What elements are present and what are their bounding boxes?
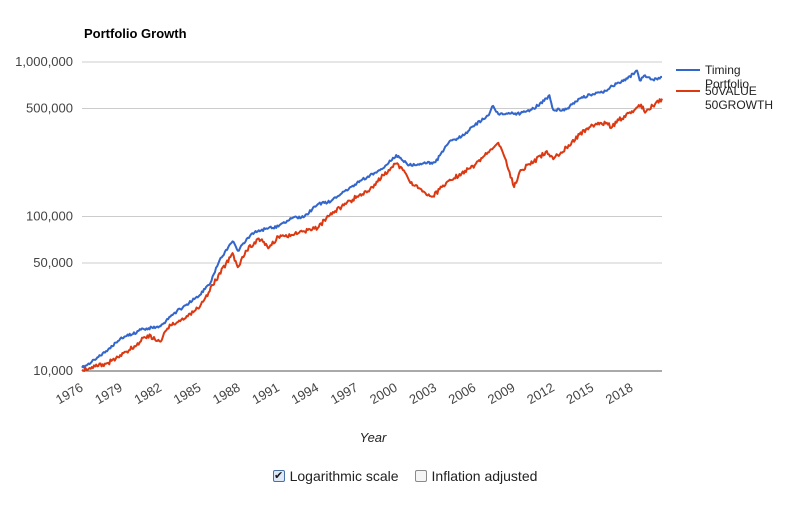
chart-controls: ✔ Logarithmic scale Inflation adjusted xyxy=(0,468,810,484)
inflation-checkbox[interactable] xyxy=(414,470,427,482)
y-tick-label: 100,000 xyxy=(26,209,73,224)
log-scale-label: Logarithmic scale xyxy=(289,468,399,484)
x-tick-label: 2015 xyxy=(564,380,597,407)
series-line-1 xyxy=(81,98,663,372)
inflation-label: Inflation adjusted xyxy=(431,468,538,484)
x-tick-label: 1979 xyxy=(92,380,125,407)
x-axis-title: Year xyxy=(360,430,387,445)
x-tick-label: 1994 xyxy=(289,380,322,407)
y-tick-label: 50,000 xyxy=(33,255,73,270)
legend-label: Timing Portfolio xyxy=(705,63,749,91)
x-tick-label: 1976 xyxy=(53,380,86,407)
x-tick-label: 1985 xyxy=(171,380,204,407)
x-tick-label: 2006 xyxy=(446,380,479,407)
y-tick-label: 10,000 xyxy=(33,363,73,378)
legend-label: 50VALUE 50GROWTH xyxy=(705,84,773,112)
log-scale-checkbox[interactable]: ✔ xyxy=(272,470,285,482)
x-tick-label: 2003 xyxy=(406,380,439,407)
series-line-0 xyxy=(81,69,663,369)
x-tick-label: 2012 xyxy=(524,380,557,407)
x-tick-label: 2018 xyxy=(603,380,636,407)
inflation-toggle[interactable]: Inflation adjusted xyxy=(414,468,538,484)
x-tick-label: 1988 xyxy=(210,380,243,407)
y-axis-ticks: 10,000 50,000 100,000 500,000 1,000,000 xyxy=(15,54,73,378)
x-tick-label: 1982 xyxy=(132,380,165,407)
x-tick-label: 1997 xyxy=(328,380,361,407)
x-tick-label: 1991 xyxy=(249,380,282,407)
log-scale-toggle[interactable]: ✔ Logarithmic scale xyxy=(272,468,399,484)
portfolio-growth-chart: Portfolio Growth 10,000 50,000 100,000 500,… xyxy=(15,26,773,445)
x-axis-ticks: 1976 1979 1982 1985 1988 1991 1994 1997 2000 2003… xyxy=(53,380,635,407)
chart-title: Portfolio Growth xyxy=(84,26,187,41)
y-tick-label: 1,000,000 xyxy=(15,54,73,69)
x-tick-label: 2009 xyxy=(485,380,518,407)
series-lines xyxy=(81,69,663,372)
x-tick-label: 2000 xyxy=(367,380,400,407)
y-tick-label: 500,000 xyxy=(26,101,73,116)
